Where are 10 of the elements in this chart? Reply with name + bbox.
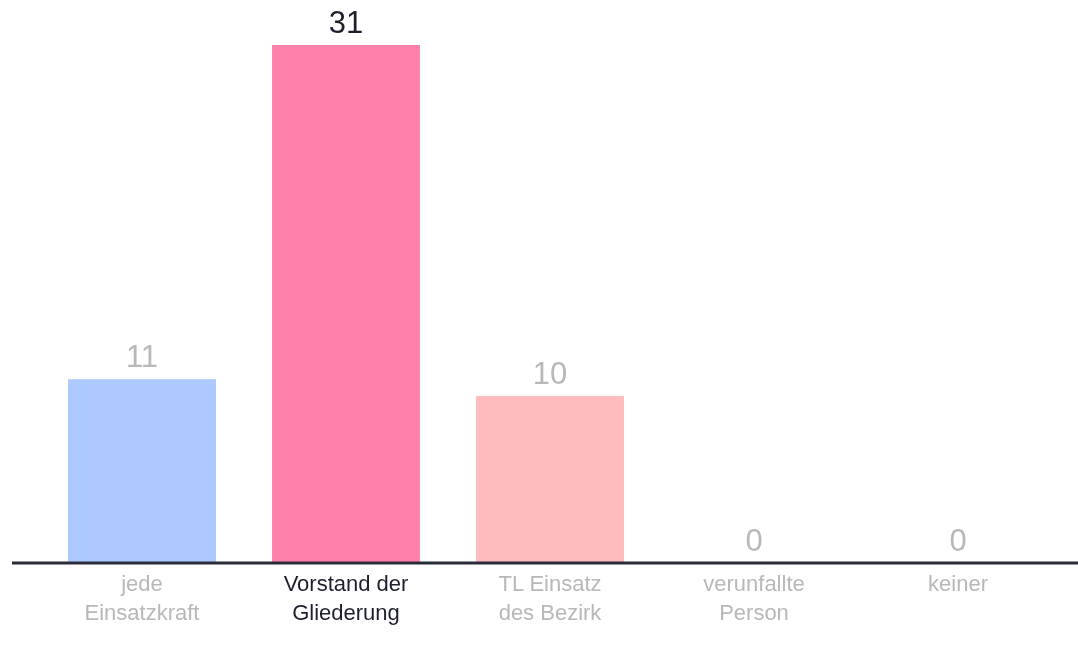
x-tick-label: Vorstand der Gliederung xyxy=(283,571,409,625)
data-label: 0 xyxy=(745,523,763,558)
data-label: 0 xyxy=(949,523,967,558)
x-tick-label: keiner xyxy=(928,571,988,596)
data-label: 10 xyxy=(532,355,568,391)
x-tick-label: jede Einsatzkraft xyxy=(84,571,200,625)
x-tick-label: TL Einsatz des Bezirk xyxy=(498,571,603,625)
x-tick-label: verunfallte Person xyxy=(703,571,805,625)
data-label: 11 xyxy=(125,339,159,375)
data-label: 31 xyxy=(328,5,364,40)
